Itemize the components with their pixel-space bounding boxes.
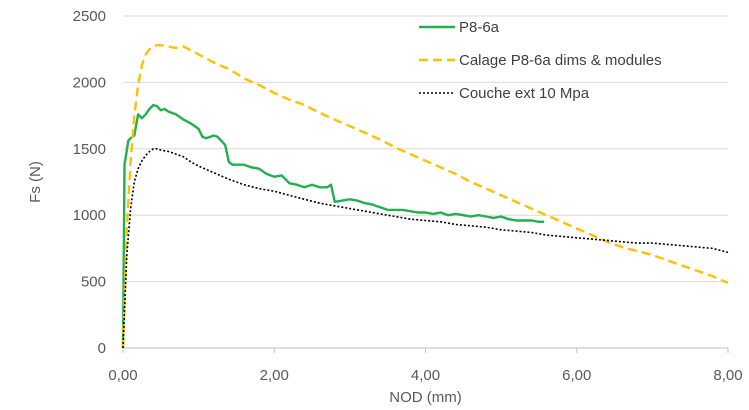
x-tick-label: 0,00 <box>108 367 137 384</box>
legend-label-2: Calage P8-6a dims & modules <box>459 52 662 69</box>
legend-label-1: P8-6a <box>459 19 500 36</box>
y-tick-label: 0 <box>98 340 106 357</box>
series-line-3 <box>122 148 729 349</box>
y-tick-label: 2500 <box>73 8 106 25</box>
x-tick-label: 2,00 <box>260 367 289 384</box>
y-tick-label: 1500 <box>73 141 106 158</box>
y-tick-label: 2000 <box>73 74 106 91</box>
legend: P8-6a Calage P8-6a dims & modules Couche e… <box>419 19 662 102</box>
x-tick-label: 6,00 <box>562 367 591 384</box>
axes <box>122 347 729 353</box>
y-tick-label: 1000 <box>73 207 106 224</box>
tick-labels: 0 500 1000 1500 2000 2500 0,00 2,00 4,00 6,00 8,00 <box>73 8 743 384</box>
legend-label-3: Couche ext 10 Mpa <box>459 85 590 102</box>
y-tick-label: 500 <box>81 274 106 291</box>
series-line-2 <box>121 44 729 349</box>
series-line-1 <box>121 103 545 349</box>
x-tick-label: 8,00 <box>713 367 742 384</box>
grid-lines <box>123 15 728 283</box>
series-lines <box>121 44 729 349</box>
y-axis-title: Fs (N) <box>27 161 44 203</box>
x-tick-label: 4,00 <box>411 367 440 384</box>
x-axis-title: NOD (mm) <box>389 389 461 406</box>
